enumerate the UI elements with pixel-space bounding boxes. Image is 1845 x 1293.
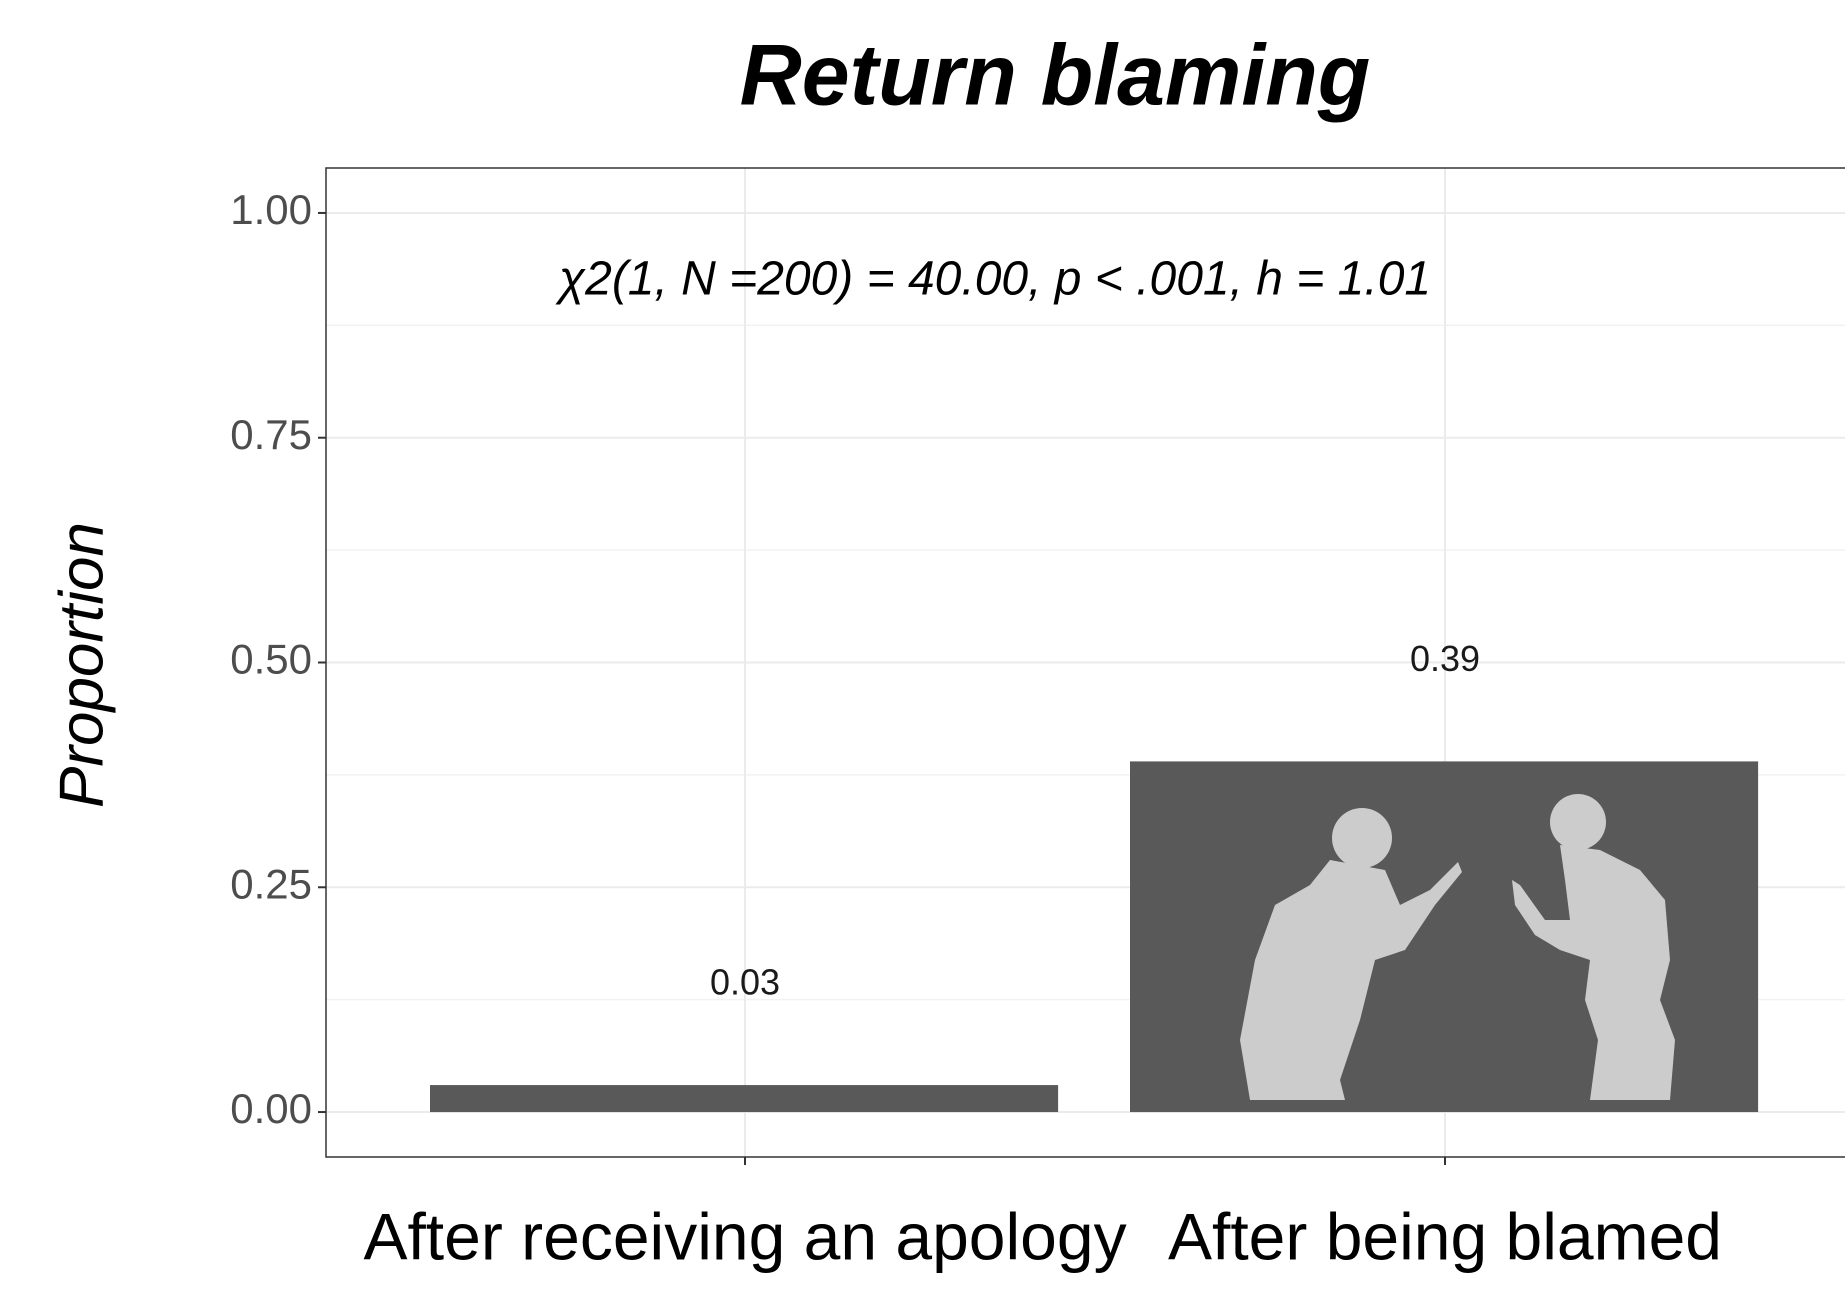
chart-title: Return blaming [740,28,1371,124]
bar [430,1085,1058,1112]
head-right [1550,794,1606,850]
y-axis-label: Proportion [47,522,116,808]
value-label: 0.39 [1410,638,1480,679]
y-tick-label: 0.25 [230,860,312,907]
value-label: 0.03 [710,962,780,1003]
page: {"chart_data": {"type": "bar", "title": … [0,0,1845,1293]
chart: Return blaming χ2(1, N =200) = 40.00, p … [0,0,1845,1293]
annotation: χ2(1, N =200) = 40.00, p < .001, h = 1.0… [555,253,1431,306]
y-tick-label: 0.00 [230,1085,312,1132]
x-tick-label: After receiving an apology [363,1199,1126,1273]
head-left [1332,808,1392,868]
y-tick-label: 0.75 [230,411,312,458]
y-tick-label: 0.50 [230,636,312,683]
y-tick-label: 1.00 [230,186,312,233]
x-tick-label: After being blamed [1168,1199,1722,1273]
